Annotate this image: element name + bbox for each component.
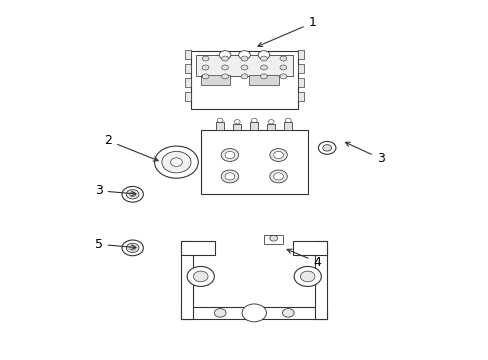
Circle shape (268, 120, 274, 124)
Bar (181, 241, 215, 255)
Bar (250, 122, 258, 130)
Circle shape (322, 145, 331, 151)
Bar (297, 78, 303, 87)
Circle shape (300, 271, 314, 282)
Circle shape (214, 309, 225, 317)
Bar (185, 93, 191, 102)
Circle shape (241, 65, 247, 70)
Circle shape (273, 173, 283, 180)
Circle shape (241, 74, 247, 79)
Text: 3: 3 (345, 142, 384, 165)
Circle shape (242, 304, 266, 322)
Text: 3: 3 (95, 184, 136, 197)
Bar (297, 93, 303, 102)
FancyBboxPatch shape (201, 75, 229, 85)
Circle shape (260, 65, 267, 70)
FancyBboxPatch shape (191, 51, 297, 109)
Bar (297, 64, 303, 73)
Text: 5: 5 (95, 238, 136, 251)
Circle shape (221, 56, 228, 61)
Circle shape (258, 51, 269, 59)
Circle shape (280, 56, 286, 61)
Circle shape (269, 170, 287, 183)
Circle shape (280, 65, 286, 70)
Bar (185, 78, 191, 87)
Bar (181, 307, 326, 319)
Circle shape (221, 74, 228, 79)
Circle shape (241, 56, 247, 61)
Circle shape (202, 65, 208, 70)
FancyBboxPatch shape (196, 55, 292, 76)
Circle shape (129, 246, 135, 250)
Bar (267, 123, 275, 130)
Text: 1: 1 (257, 16, 316, 46)
Circle shape (122, 186, 143, 202)
Bar (233, 123, 241, 130)
Bar (292, 241, 326, 255)
Bar (314, 241, 326, 319)
Circle shape (260, 56, 267, 61)
Text: 2: 2 (104, 134, 158, 161)
Circle shape (162, 152, 191, 173)
FancyBboxPatch shape (264, 235, 283, 244)
Circle shape (221, 170, 238, 183)
Circle shape (273, 152, 283, 158)
Circle shape (193, 271, 207, 282)
Circle shape (269, 235, 277, 241)
Circle shape (217, 118, 223, 122)
Circle shape (280, 74, 286, 79)
Circle shape (122, 240, 143, 256)
Circle shape (293, 266, 321, 287)
Circle shape (224, 152, 234, 158)
Bar (185, 64, 191, 73)
Circle shape (221, 149, 238, 161)
Bar (216, 122, 224, 130)
Circle shape (248, 309, 260, 317)
Bar (284, 122, 291, 130)
Circle shape (282, 309, 293, 317)
Circle shape (129, 192, 135, 197)
Circle shape (285, 118, 290, 122)
Circle shape (202, 56, 208, 61)
Bar (185, 50, 191, 59)
Text: 4: 4 (286, 249, 321, 269)
Circle shape (202, 74, 208, 79)
Circle shape (238, 51, 250, 59)
Circle shape (170, 158, 182, 166)
Circle shape (260, 74, 267, 79)
Bar (181, 241, 193, 319)
Bar (297, 50, 303, 59)
Circle shape (154, 146, 198, 178)
Circle shape (221, 65, 228, 70)
Circle shape (126, 243, 139, 252)
Circle shape (187, 266, 214, 287)
Circle shape (234, 120, 240, 124)
Circle shape (251, 118, 257, 122)
Circle shape (269, 149, 287, 161)
Circle shape (318, 141, 335, 154)
FancyBboxPatch shape (201, 130, 307, 194)
Circle shape (219, 51, 230, 59)
Circle shape (126, 190, 139, 199)
Circle shape (224, 173, 234, 180)
FancyBboxPatch shape (249, 75, 278, 85)
